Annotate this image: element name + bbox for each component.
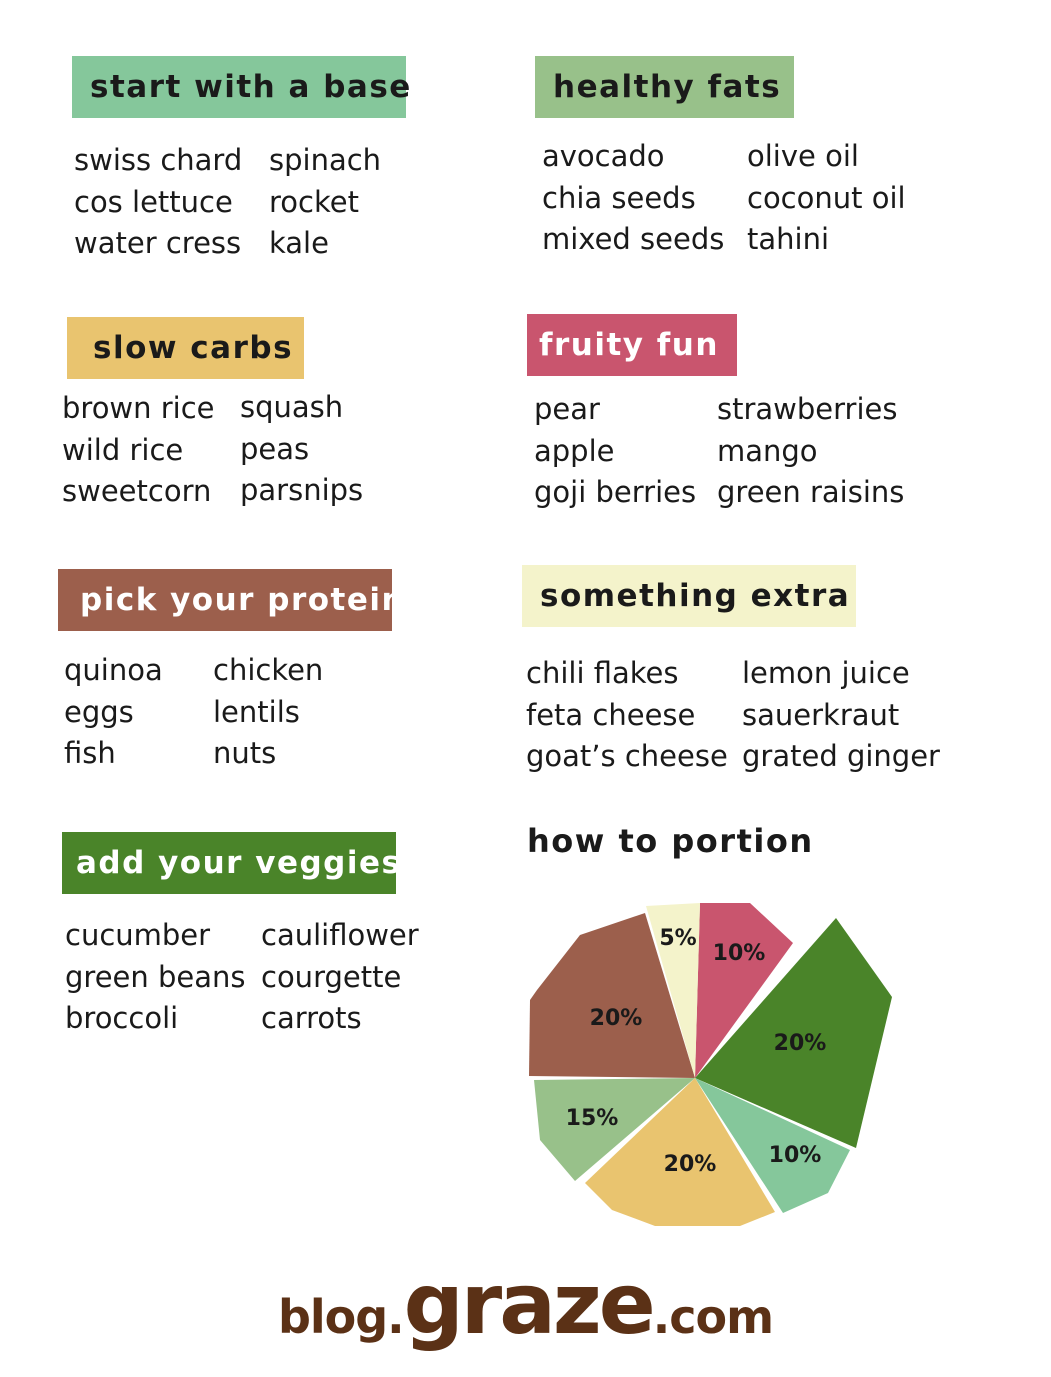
- pie-slice-label: 20%: [774, 1031, 827, 1056]
- list-item: water cress: [74, 226, 242, 260]
- extra-list-col2: lemon juice sauerkraut grated ginger: [742, 653, 940, 778]
- pie-slice: [646, 903, 700, 1078]
- list-item: pear: [534, 392, 600, 426]
- list-item: broccoli: [65, 1001, 179, 1035]
- list-item: apple: [534, 433, 615, 468]
- carbs-list-col1: brown rice wild rice sweetcorn: [62, 388, 215, 513]
- list-item: courgette: [261, 959, 402, 994]
- list-item: swiss chard: [74, 143, 243, 177]
- list-item: coconut oil: [747, 180, 906, 215]
- base-list-col1: swiss chard cos lettuce water cress: [74, 140, 242, 265]
- list-item: feta cheese: [526, 697, 696, 732]
- list-item: goji berries: [534, 475, 697, 509]
- list-item: olive oil: [747, 139, 859, 173]
- header-label: add your veggies: [76, 845, 402, 881]
- protein-list-col2: chicken lentils nuts: [213, 650, 323, 775]
- list-item: sauerkraut: [742, 697, 900, 732]
- header-pick-your-protein: pick your protein: [58, 569, 404, 631]
- list-item: chicken: [213, 653, 324, 687]
- list-item: strawberries: [717, 392, 898, 426]
- list-item: parsnips: [240, 473, 364, 507]
- list-item: sweetcorn: [62, 474, 212, 508]
- header-start-with-a-base: start with a base: [72, 56, 410, 118]
- pie-slice: [695, 1078, 850, 1213]
- protein-list-col1: quinoa eggs fish: [64, 650, 163, 775]
- list-item: goat’s cheese: [526, 739, 728, 773]
- list-item: peas: [240, 431, 310, 466]
- footer-prefix: blog.: [277, 1290, 405, 1344]
- fruit-list-col2: strawberries mango green raisins: [717, 389, 904, 514]
- list-item: chili flakes: [526, 656, 679, 690]
- list-item: avocado: [542, 139, 665, 173]
- list-item: wild rice: [62, 432, 184, 467]
- pie-slice: [695, 918, 892, 1148]
- pie-slice: [529, 913, 695, 1078]
- footer-logo: blog.graze.com: [0, 1255, 1051, 1365]
- header-slow-carbs: slow carbs: [67, 317, 304, 379]
- carbs-list-col2: squash peas parsnips: [240, 387, 363, 512]
- list-item: squash: [240, 390, 344, 424]
- portion-chart-title: how to portion: [527, 822, 814, 860]
- list-item: cucumber: [65, 918, 211, 952]
- list-item: nuts: [213, 736, 277, 770]
- veggies-list-col2: cauliflower courgette carrots: [261, 915, 419, 1040]
- pie-slice: [585, 1078, 775, 1226]
- header-label: pick your protein: [80, 582, 406, 618]
- pie-slice: [695, 903, 793, 1078]
- pie-slice-label: 10%: [769, 1143, 822, 1168]
- list-item: spinach: [269, 143, 382, 177]
- list-item: green beans: [65, 959, 246, 994]
- footer-suffix: .com: [652, 1290, 774, 1344]
- header-add-your-veggies: add your veggies: [62, 832, 400, 894]
- list-item: cos lettuce: [74, 184, 233, 219]
- pie-slice-label: 15%: [566, 1106, 619, 1131]
- header-something-extra: something extra: [522, 565, 856, 627]
- fats-list-col2: olive oil coconut oil tahini: [747, 136, 906, 261]
- list-item: brown rice: [62, 391, 215, 425]
- list-item: cauliflower: [261, 918, 419, 952]
- veggies-list-col1: cucumber green beans broccoli: [65, 915, 246, 1040]
- fruit-list-col1: pear apple goji berries: [534, 389, 696, 514]
- header-fruity-fun: fruity fun: [527, 314, 737, 376]
- header-label: start with a base: [90, 69, 412, 105]
- pie-slice-label: 20%: [664, 1152, 717, 1177]
- pie-slice-label: 20%: [590, 1006, 643, 1031]
- list-item: eggs: [64, 694, 134, 729]
- base-list-col2: spinach rocket kale: [269, 140, 381, 265]
- header-label: slow carbs: [93, 330, 294, 366]
- list-item: chia seeds: [542, 180, 696, 215]
- list-item: fish: [64, 736, 116, 770]
- pie-slice: [534, 1078, 695, 1181]
- list-item: carrots: [261, 1001, 362, 1035]
- header-label: healthy fats: [553, 69, 782, 105]
- list-item: mango: [717, 433, 818, 468]
- list-item: tahini: [747, 222, 830, 256]
- list-item: rocket: [269, 184, 359, 219]
- list-item: kale: [269, 226, 329, 260]
- list-item: green raisins: [717, 475, 905, 509]
- list-item: quinoa: [64, 653, 163, 687]
- extra-list-col1: chili flakes feta cheese goat’s cheese: [526, 653, 728, 778]
- header-label: fruity fun: [539, 327, 719, 363]
- footer-brand: graze: [403, 1255, 656, 1353]
- header-healthy-fats: healthy fats: [535, 56, 794, 118]
- list-item: lentils: [213, 694, 300, 729]
- pie-slice-label: 5%: [659, 926, 696, 951]
- pie-slice-label: 10%: [713, 941, 766, 966]
- list-item: lemon juice: [742, 656, 910, 690]
- fats-list-col1: avocado chia seeds mixed seeds: [542, 136, 724, 261]
- list-item: grated ginger: [742, 739, 940, 773]
- header-label: something extra: [540, 578, 851, 614]
- list-item: mixed seeds: [542, 222, 725, 256]
